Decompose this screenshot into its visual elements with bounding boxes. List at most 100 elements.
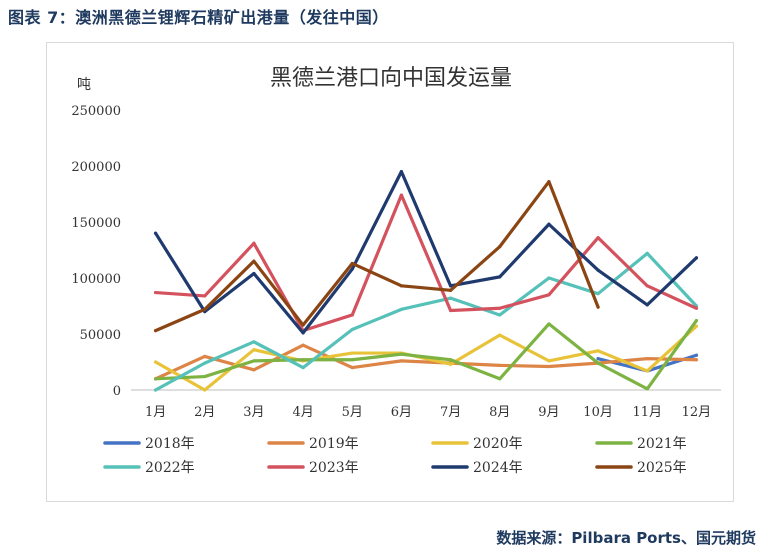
- data-point: [153, 290, 158, 295]
- figure-title: 图表 7：澳洲黑德兰锂辉石精矿出港量（发往中国）: [8, 8, 389, 27]
- data-point: [153, 360, 158, 364]
- data-point: [252, 271, 256, 276]
- data-point: [301, 331, 305, 335]
- data-point: [547, 364, 551, 369]
- data-point: [498, 306, 502, 310]
- x-tick-label: 11月: [632, 405, 662, 420]
- data-point: [203, 361, 207, 365]
- series-line-2024年: [153, 170, 699, 335]
- data-point: [203, 307, 207, 311]
- legend-label: 2023年: [309, 460, 359, 476]
- data-point: [694, 318, 699, 323]
- data-point: [153, 329, 158, 333]
- data-point: [399, 170, 404, 174]
- data-point: [399, 284, 404, 288]
- data-point: [252, 259, 256, 263]
- data-point: [448, 358, 453, 362]
- data-point: [301, 343, 305, 347]
- data-point: [448, 308, 453, 313]
- legend-label: 2019年: [309, 436, 359, 452]
- data-point: [399, 307, 404, 311]
- data-point: [596, 349, 600, 353]
- data-point: [645, 251, 649, 255]
- legend-label: 2022年: [145, 460, 195, 476]
- series-line-2020年: [153, 324, 699, 392]
- data-point: [547, 293, 551, 297]
- data-point: [547, 276, 551, 280]
- series-line-2021年: [153, 318, 699, 391]
- data-point: [399, 359, 404, 363]
- y-tick-label: 150000: [71, 216, 121, 231]
- data-point: [596, 268, 600, 272]
- y-tick-label: 200000: [71, 160, 121, 175]
- data-point: [301, 358, 305, 362]
- x-tick-label: 8月: [489, 405, 510, 420]
- data-point: [498, 363, 502, 367]
- data-point: [547, 180, 551, 184]
- x-tick-label: 10月: [583, 405, 613, 420]
- data-point: [645, 284, 649, 288]
- data-point: [694, 353, 699, 357]
- x-tick-label: 7月: [440, 405, 461, 420]
- data-point: [498, 313, 502, 317]
- y-unit-label: 吨: [77, 77, 91, 93]
- data-point: [547, 222, 551, 226]
- chart-container: 黑德兰港口向中国发运量 吨 0 50000 100000 150000 200000 25…: [46, 42, 734, 502]
- data-point: [350, 313, 354, 317]
- data-point: [448, 288, 453, 292]
- data-point: [252, 340, 256, 344]
- y-tick-label: 250000: [71, 104, 121, 119]
- legend-label: 2021年: [637, 436, 687, 452]
- data-point: [645, 303, 649, 307]
- data-point: [694, 324, 699, 328]
- data-point: [645, 357, 649, 361]
- data-point: [448, 296, 453, 300]
- x-tick-label: 6月: [391, 405, 412, 420]
- data-point: [203, 294, 207, 298]
- data-point: [694, 358, 699, 362]
- data-point: [153, 377, 158, 381]
- data-point: [596, 236, 600, 240]
- series-line-2022年: [153, 251, 699, 392]
- legend-label: 2018年: [145, 436, 195, 452]
- data-point: [498, 377, 502, 381]
- data-point: [252, 359, 256, 363]
- x-tick-label: 3月: [243, 405, 264, 420]
- data-point: [547, 322, 551, 326]
- chart-title: 黑德兰港口向中国发运量: [270, 66, 512, 91]
- data-point: [350, 261, 354, 266]
- data-point: [596, 361, 600, 365]
- data-point: [448, 362, 453, 366]
- data-point: [301, 323, 305, 327]
- data-point: [596, 357, 600, 361]
- x-tick-label: 5月: [342, 405, 363, 420]
- data-point: [399, 352, 404, 356]
- data-point: [399, 193, 404, 197]
- data-point: [350, 327, 354, 332]
- data-point: [252, 348, 256, 352]
- data-point: [301, 366, 305, 370]
- data-point: [596, 305, 600, 309]
- data-point: [498, 245, 502, 249]
- data-point: [153, 388, 158, 392]
- x-tick-label: 12月: [682, 405, 712, 420]
- data-point: [645, 387, 649, 391]
- data-point: [498, 333, 502, 337]
- legend-label: 2025年: [637, 460, 687, 476]
- data-point: [203, 374, 207, 379]
- x-tick-label: 9月: [538, 405, 559, 420]
- data-point: [596, 292, 600, 296]
- data-point: [350, 366, 354, 370]
- series-line-2025年: [153, 180, 600, 333]
- data-point: [203, 388, 207, 392]
- line-chart: 黑德兰港口向中国发运量 吨 0 50000 100000 150000 200000 25…: [71, 66, 721, 476]
- data-point: [547, 359, 551, 363]
- series-line-2023年: [153, 193, 699, 333]
- legend-label: 2020年: [473, 436, 523, 452]
- data-point: [350, 358, 354, 362]
- legend-label: 2024年: [473, 460, 523, 476]
- y-tick-label: 100000: [71, 272, 121, 287]
- data-point: [498, 275, 502, 279]
- data-point: [448, 284, 453, 288]
- data-point: [252, 368, 256, 372]
